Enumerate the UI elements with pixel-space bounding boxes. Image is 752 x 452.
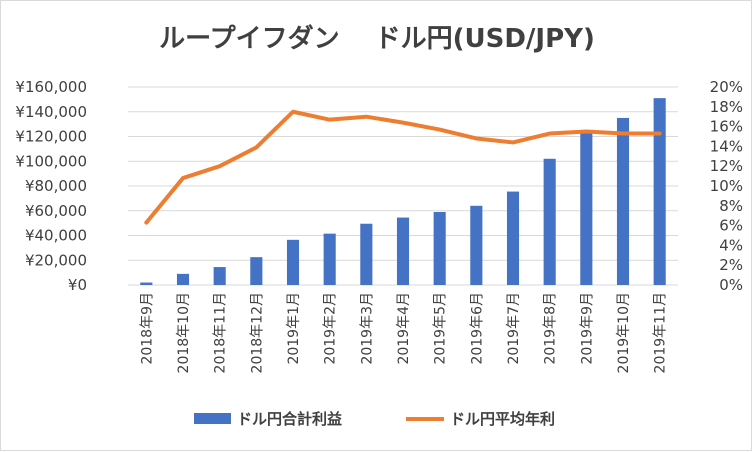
x-axis-tick-label: 2018年11月 [213,292,229,373]
x-axis-tick-label: 2019年4月 [396,292,412,365]
x-axis-tick-label: 2019年5月 [433,292,449,365]
bar [616,117,630,285]
x-axis-tick-label: 2019年10月 [616,292,632,373]
bar [286,239,300,285]
series-line [144,109,662,225]
legend-label-bar: ドル円合計利益 [237,410,342,428]
right-axis-tick-label: 20% [710,78,743,96]
right-axis-tick-label: 14% [710,137,743,155]
gridlines [128,86,678,286]
x-axis-tick-label: 2019年7月 [506,292,522,365]
right-axis-tick-label: 10% [710,177,743,195]
x-axis-tick-label: 2018年10月 [176,292,192,373]
x-axis-tick-label: 2018年9月 [139,292,155,365]
left-axis-tick-label: ¥140,000 [15,103,87,121]
x-axis-ticks: 2018年9月 2018年10月 2018年11月 2018年12月 2019年1月 20… [139,292,668,373]
bar [176,273,190,285]
left-axis-ticks: ¥0 ¥20,000 ¥40,000 ¥60,000 ¥80,000 ¥100,000 ¥1… [15,78,87,294]
right-axis-tick-label: 12% [710,157,743,175]
bar [396,217,410,285]
x-axis-tick-label: 2019年9月 [579,292,595,365]
left-axis-tick-label: ¥60,000 [25,202,87,220]
bar [213,267,226,285]
legend-label-line: ドル円平均年利 [450,410,555,428]
bar [140,282,153,285]
right-axis-tick-label: 6% [719,217,743,235]
bar [543,158,556,285]
bar [250,257,263,285]
right-axis-tick-label: 2% [719,256,743,274]
x-axis-tick-label: 2018年12月 [249,292,265,373]
left-axis-tick-label: ¥0 [68,276,87,294]
left-axis-tick-label: ¥20,000 [25,251,87,269]
bar [653,98,666,285]
x-axis-tick-label: 2019年3月 [359,292,375,365]
right-axis-tick-label: 4% [719,236,743,254]
bar [360,223,373,285]
bar-series [140,98,666,285]
left-axis-tick-label: ¥160,000 [15,78,87,96]
legend: ドル円合計利益 ドル円平均年利 [194,410,555,428]
chart-title: ループイフダン ドル円(USD/JPY) [159,23,595,54]
left-axis-tick-label: ¥40,000 [25,227,87,245]
bar [433,211,446,285]
right-axis-tick-label: 16% [710,118,743,136]
x-axis-tick-label: 2019年11月 [653,292,669,373]
right-axis-tick-label: 0% [719,276,743,294]
x-axis-tick-label: 2019年1月 [286,292,302,365]
bar [506,191,520,285]
bar [323,233,336,285]
bar [580,132,593,285]
right-axis-tick-label: 18% [710,98,743,116]
x-axis-tick-label: 2019年6月 [469,292,485,365]
bar [470,205,483,285]
left-axis-tick-label: ¥100,000 [15,152,87,170]
left-axis-tick-label: ¥120,000 [15,128,87,146]
x-axis-tick-label: 2019年8月 [543,292,559,365]
x-axis-tick-label: 2019年2月 [323,292,339,365]
left-axis-tick-label: ¥80,000 [25,177,87,195]
legend-swatch-bar [194,413,231,424]
right-axis-tick-label: 8% [719,197,743,215]
line-series [144,109,662,225]
right-axis-ticks: 0% 2% 4%6% 8% 10% 12% 14%16% 18% 20% [710,78,743,294]
